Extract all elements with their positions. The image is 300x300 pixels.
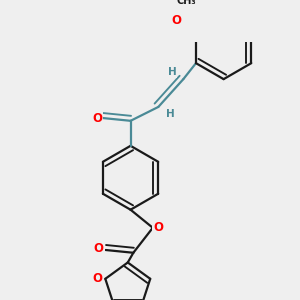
Text: O: O [94,242,103,255]
Text: CH₃: CH₃ [176,0,196,6]
Text: O: O [92,112,102,124]
Text: H: H [168,67,177,77]
Text: O: O [172,14,182,27]
Text: H: H [167,109,175,119]
Text: O: O [92,272,102,285]
Text: O: O [153,221,163,234]
